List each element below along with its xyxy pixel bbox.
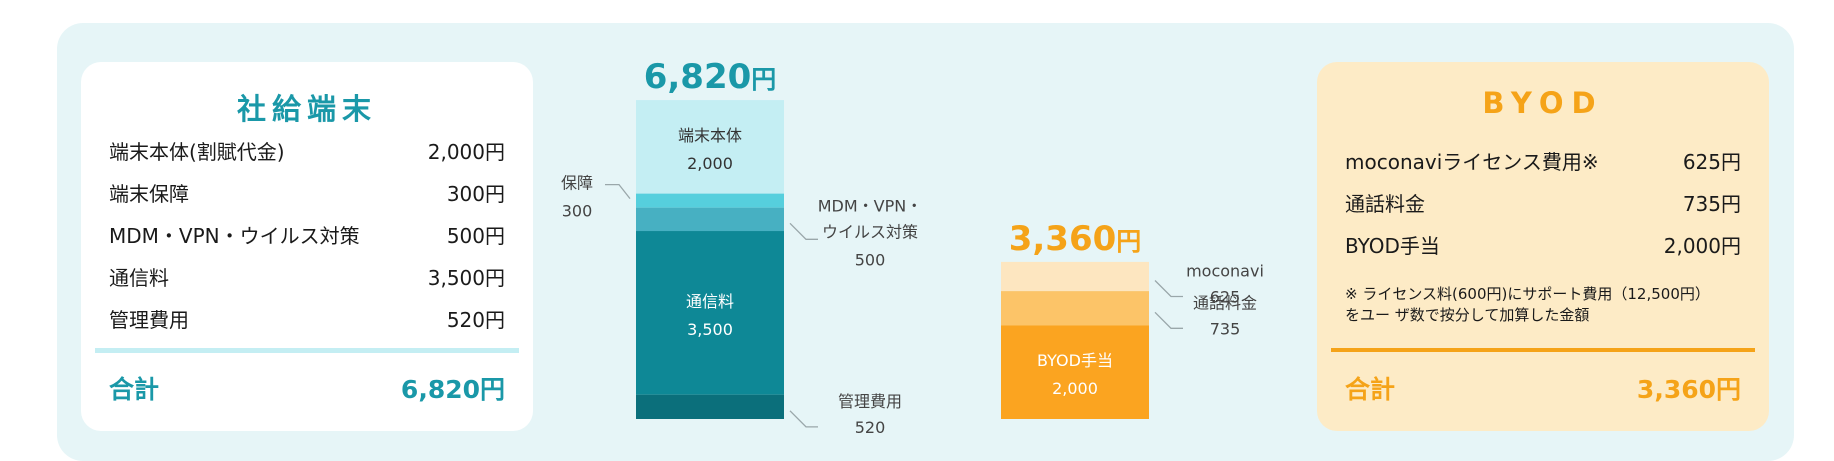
row-label: 端末保障 (109, 182, 189, 206)
segment-name-label: ウイルス対策 (822, 222, 918, 241)
leader-line (1154, 311, 1183, 329)
byod-row-allowance: BYOD手当 2,000円 (1345, 226, 1741, 260)
segment-name-label: 端末本体 (678, 126, 742, 145)
segment-value-label: 520 (855, 418, 886, 437)
divider (95, 348, 519, 353)
row-value: 500円 (446, 224, 505, 248)
footnote-line: をユー ザ数で按分して加算した金額 (1345, 306, 1590, 324)
byod-card: BYOD moconaviライセンス費用※ 625円 通話料金 735円 BYO… (1317, 62, 1769, 431)
bar-segment (636, 207, 784, 232)
company-total: 合計 6,820円 (109, 366, 505, 406)
company-row-device: 端末本体(割賦代金) 2,000円 (109, 132, 505, 166)
bar-segment (636, 231, 784, 395)
byod-title: BYOD (1482, 86, 1604, 120)
segment-value-label: 735 (1210, 319, 1241, 338)
bar-segment (636, 100, 784, 194)
segment-value-label: 500 (855, 250, 886, 269)
total-label: 合計 (1345, 375, 1396, 404)
segment-value-label: 2,000 (687, 154, 733, 173)
segment-value-label: 625 (1210, 287, 1241, 306)
bar-total-label: 3,360円 (1009, 219, 1142, 259)
row-label: 端末本体(割賦代金) (109, 140, 285, 164)
total-value: 3,360円 (1636, 375, 1741, 404)
row-label: moconaviライセンス費用※ (1345, 150, 1599, 174)
divider (1331, 348, 1755, 352)
segment-name-label: BYOD手当 (1037, 351, 1113, 370)
leader-line (1154, 280, 1183, 298)
row-value: 3,500円 (427, 266, 505, 290)
segment-value-label: 3,500 (687, 320, 733, 339)
company-row-communication: 通信料 3,500円 (109, 258, 505, 292)
row-value: 520円 (446, 308, 505, 332)
footnote-line: ※ ライセンス料(600円)にサポート費用（12,500円） (1345, 285, 1710, 303)
row-value: 735円 (1682, 192, 1741, 216)
leader-line (789, 410, 818, 428)
byod-footnote: ※ ライセンス料(600円)にサポート費用（12,500円） をユー ザ数で按分… (1345, 284, 1745, 326)
company-device-title: 社給端末 (236, 92, 377, 126)
row-value: 2,000円 (427, 140, 505, 164)
segment-name-label: moconavi (1186, 261, 1264, 280)
bar-segment (636, 193, 784, 208)
byod-row-license: moconaviライセンス費用※ 625円 (1345, 142, 1741, 176)
total-value: 6,820円 (400, 375, 505, 404)
byod-total: 合計 3,360円 (1345, 366, 1741, 406)
segment-name-label: 保障 (561, 174, 593, 193)
row-value: 625円 (1682, 150, 1741, 174)
bar-segment (1001, 261, 1149, 292)
bar-segment (1001, 325, 1149, 419)
row-value: 2,000円 (1663, 234, 1741, 258)
company-device-card: 社給端末 端末本体(割賦代金) 2,000円 端末保障 300円 MDM・VPN… (81, 62, 533, 431)
row-label: 管理費用 (109, 308, 189, 332)
segment-name-label: 管理費用 (838, 392, 902, 411)
bar-total-label: 6,820円 (644, 57, 777, 97)
bar-segment (636, 394, 784, 419)
leader-line (605, 183, 631, 200)
row-label: 通信料 (109, 266, 169, 290)
bar-segment (1001, 291, 1149, 326)
company-row-warranty: 端末保障 300円 (109, 174, 505, 208)
segment-name-label: MDM・VPN・ (818, 196, 923, 215)
leader-line (789, 222, 818, 240)
segment-name-label: 通話料金 (1193, 293, 1257, 312)
byod-row-call: 通話料金 735円 (1345, 184, 1741, 218)
company-row-mdm: MDM・VPN・ウイルス対策 500円 (109, 216, 505, 250)
segment-value-label: 2,000 (1052, 379, 1098, 398)
row-value: 300円 (446, 182, 505, 206)
total-label: 合計 (109, 375, 160, 404)
company-row-management: 管理費用 520円 (109, 300, 505, 334)
row-label: BYOD手当 (1345, 234, 1440, 258)
segment-value-label: 300 (562, 202, 593, 221)
segment-name-label: 通信料 (686, 292, 734, 311)
row-label: 通話料金 (1345, 192, 1425, 216)
row-label: MDM・VPN・ウイルス対策 (109, 224, 360, 248)
